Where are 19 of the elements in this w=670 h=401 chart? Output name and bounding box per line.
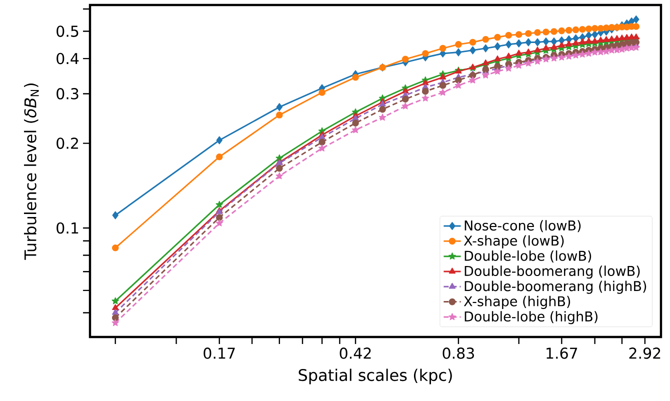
y-axis-title: Turbulence level (δB$_{N}$): [24, 83, 39, 260]
legend-label: Double-lobe (highB): [464, 311, 598, 324]
legend-label: Double-boomerang (highB): [464, 280, 646, 294]
legend-label: X-shape (highB): [464, 296, 570, 309]
legend-label: X-shape (lowB): [464, 235, 564, 248]
y-tick-label: 0.4: [56, 52, 79, 64]
y-tick-label: 0.1: [56, 222, 78, 234]
x-tick-label: 0.17: [204, 348, 235, 359]
y-tick-label: 0.5: [56, 26, 78, 37]
y-tick-label: 0.3: [56, 88, 78, 100]
x-tick-label: 0.42: [340, 348, 371, 359]
x-tick-label: 1.67: [546, 348, 578, 359]
x-axis-title: Spatial scales (kpc): [298, 368, 452, 384]
legend-label: Double-boomerang (lowB): [464, 266, 640, 279]
legend-label: Nose-cone (lowB): [464, 220, 581, 232]
x-tick-label: 0.83: [442, 348, 474, 359]
x-tick-label: 2.92: [629, 348, 660, 359]
legend-label: Double-lobe (lowB): [464, 250, 592, 262]
y-tick-label: 0.2: [56, 138, 78, 149]
